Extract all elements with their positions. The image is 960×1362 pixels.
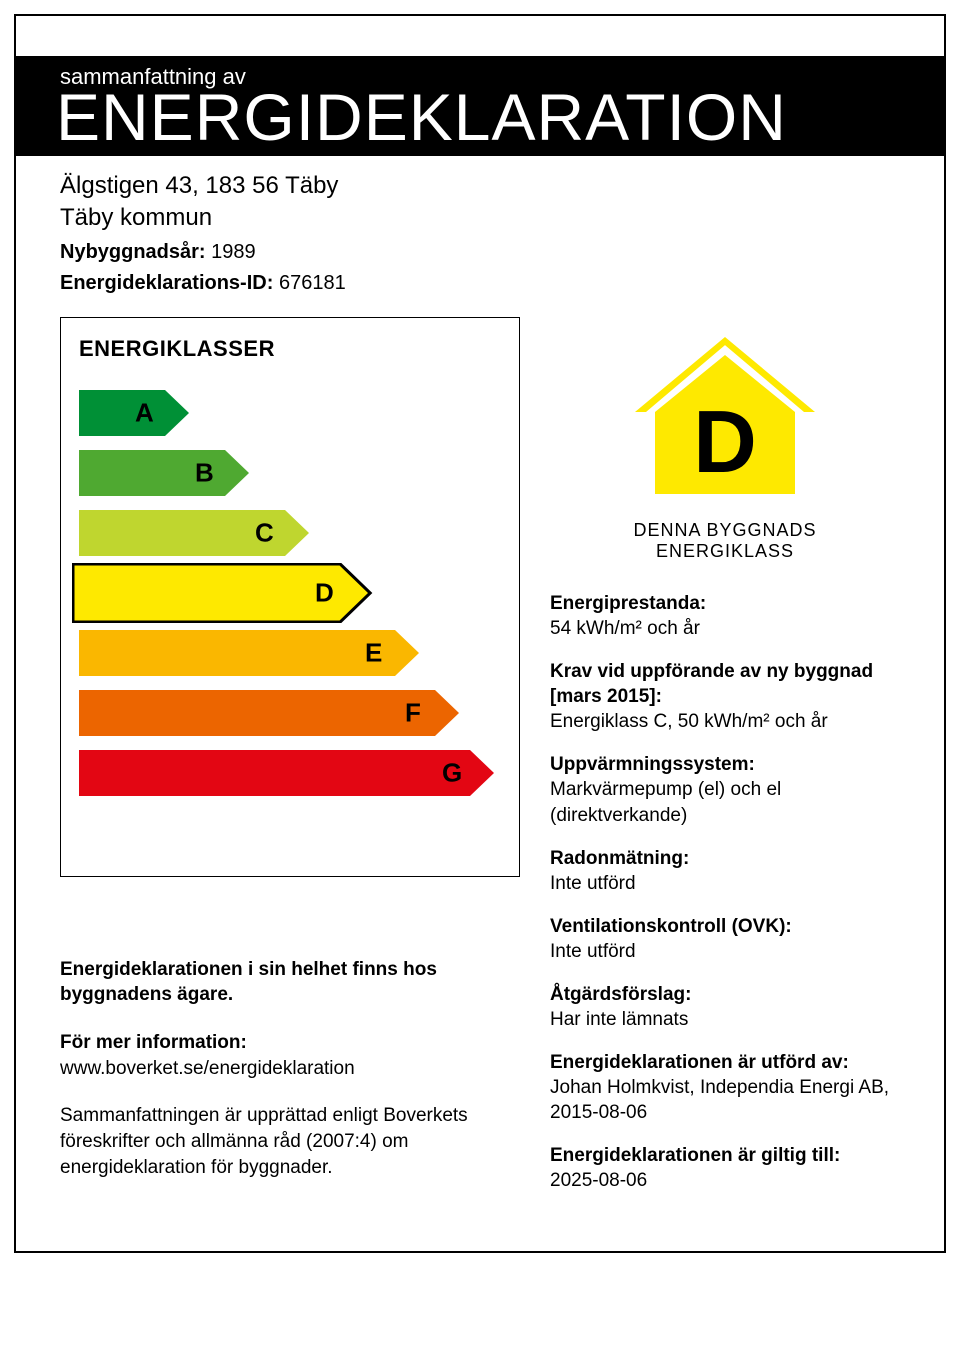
info-list: Energiprestanda:54 kWh/m² och år Krav vid… — [550, 591, 900, 1193]
id-value: 676181 — [279, 272, 346, 294]
meta-block: Älgstigen 43, 183 56 Täby Täby kommun Ny… — [16, 156, 944, 317]
energy-class-arrow-b: B — [79, 450, 501, 496]
more-info: För mer information: www.boverket.se/ene… — [60, 1030, 520, 1081]
energy-class-arrow-c: C — [79, 510, 501, 556]
info-block: Energideklarationen är giltig till:2025-… — [550, 1143, 900, 1193]
left-column: ENERGIKLASSER A B C DEFG Energideklaratione… — [60, 317, 520, 1212]
energy-class-label: G — [442, 757, 462, 788]
owner-note-text: Energideklarationen i sin helhet finns h… — [60, 959, 437, 1006]
regulation-note: Sammanfattningen är upprättad enligt Bov… — [60, 1103, 520, 1180]
info-label: Krav vid uppförande av ny byggnad [mars … — [550, 659, 900, 709]
info-label: Uppvärmningssystem: — [550, 752, 900, 777]
info-block: Energideklarationen är utförd av:Johan H… — [550, 1050, 900, 1125]
info-label: Energiprestanda: — [550, 591, 900, 616]
energy-class-label: C — [255, 517, 274, 548]
info-label: Radonmätning: — [550, 846, 900, 871]
energy-class-arrow-d: D — [79, 570, 501, 616]
info-value: Inte utförd — [550, 939, 900, 964]
energy-class-title: ENERGIKLASSER — [79, 336, 501, 362]
info-block: Energiprestanda:54 kWh/m² och år — [550, 591, 900, 641]
info-block: Ventilationskontroll (OVK):Inte utförd — [550, 914, 900, 964]
house-icon: D — [550, 327, 900, 512]
info-label: Ventilationskontroll (OVK): — [550, 914, 900, 939]
info-block: Åtgärdsförslag:Har inte lämnats — [550, 982, 900, 1032]
energy-class-arrow-a: A — [79, 390, 501, 436]
info-value: Markvärmepump (el) och el (direktverkand… — [550, 777, 900, 827]
info-value: Har inte lämnats — [550, 1007, 900, 1032]
house-caption: DENNA BYGGNADS ENERGIKLASS — [550, 520, 900, 563]
energy-class-arrow-e: E — [79, 630, 501, 676]
info-value: Energiklass C, 50 kWh/m² och år — [550, 709, 900, 734]
owner-note: Energideklarationen i sin helhet finns h… — [60, 957, 520, 1008]
left-lower: Energideklarationen i sin helhet finns h… — [60, 957, 520, 1180]
energy-class-arrow-f: F — [79, 690, 501, 736]
info-label: Energideklarationen är giltig till: — [550, 1143, 900, 1168]
energy-class-box: ENERGIKLASSER A B C DEFG — [60, 317, 520, 877]
info-value: Inte utförd — [550, 871, 900, 896]
info-label: Energideklarationen är utförd av: — [550, 1050, 900, 1075]
municipality: Täby kommun — [60, 202, 900, 234]
info-block: Radonmätning:Inte utförd — [550, 846, 900, 896]
year-label: Nybyggnadsår: — [60, 241, 206, 263]
info-block: Uppvärmningssystem:Markvärmepump (el) oc… — [550, 752, 900, 827]
declaration-id: Energideklarations-ID: 676181 — [60, 270, 900, 297]
house-caption-2: ENERGIKLASS — [656, 541, 794, 561]
info-value: 54 kWh/m² och år — [550, 616, 900, 641]
energy-class-label: A — [135, 397, 154, 428]
info-value: 2025-08-06 — [550, 1168, 900, 1193]
year-built: Nybyggnadsår: 1989 — [60, 239, 900, 266]
more-info-label: För mer information: — [60, 1032, 247, 1053]
header: sammanfattning av ENERGIDEKLARATION — [16, 56, 944, 156]
more-info-link[interactable]: www.boverket.se/energideklaration — [60, 1058, 355, 1079]
right-column: D DENNA BYGGNADS ENERGIKLASS Energiprest… — [550, 317, 900, 1212]
energy-class-label: E — [365, 637, 382, 668]
energy-class-label: B — [195, 457, 214, 488]
energy-class-arrows: A B C DEFG — [79, 390, 501, 796]
year-value: 1989 — [211, 241, 256, 263]
info-block: Krav vid uppförande av ny byggnad [mars … — [550, 659, 900, 734]
energy-class-label: F — [405, 697, 421, 728]
info-value: Johan Holmkvist, Independia Energi AB, 2… — [550, 1075, 900, 1125]
energy-class-arrow-g: G — [79, 750, 501, 796]
columns: ENERGIKLASSER ABCDEFG Energideklaratione… — [16, 317, 944, 1252]
energy-class-label: D — [315, 577, 334, 608]
house-caption-1: DENNA BYGGNADS — [633, 520, 816, 540]
svg-text:D: D — [693, 392, 757, 491]
id-label: Energideklarations-ID: — [60, 272, 273, 294]
info-label: Åtgärdsförslag: — [550, 982, 900, 1007]
page: sammanfattning av ENERGIDEKLARATION Älgs… — [14, 14, 946, 1253]
header-title: ENERGIDEKLARATION — [56, 84, 904, 150]
address: Älgstigen 43, 183 56 Täby — [60, 170, 900, 202]
